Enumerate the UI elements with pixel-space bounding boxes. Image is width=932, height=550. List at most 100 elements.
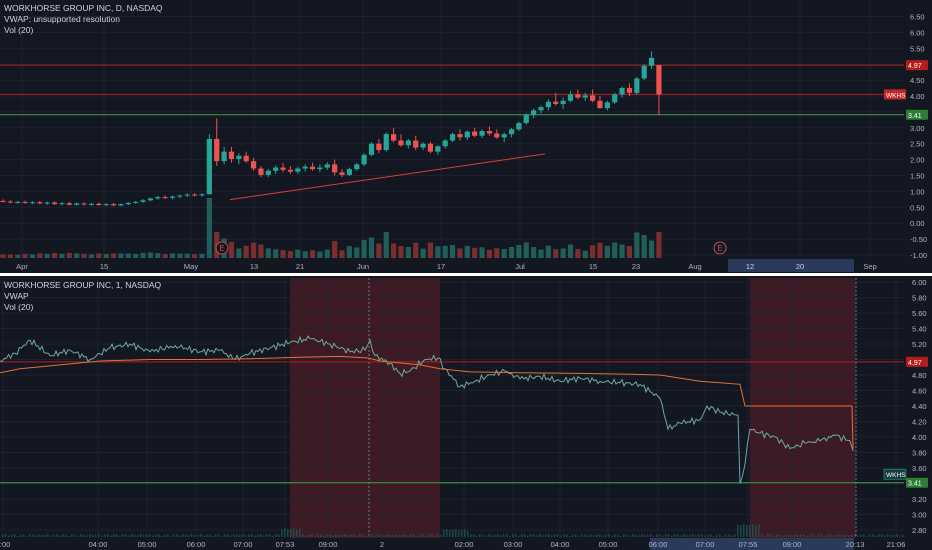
- intraday-volume-bar: [470, 534, 472, 537]
- intraday-volume-bar: [203, 535, 205, 537]
- daily-candle-body: [641, 65, 647, 79]
- intraday-volume-bar: [293, 528, 295, 537]
- intraday-volume-bar: [137, 535, 139, 537]
- daily-y-tick: 5.50: [910, 44, 925, 53]
- daily-candle-body: [648, 57, 655, 66]
- daily-volume-bar: [125, 253, 131, 258]
- daily-volume-bar: [413, 242, 419, 258]
- daily-volume-bar: [199, 253, 205, 258]
- intraday-volume-bar: [857, 535, 859, 537]
- daily-candle-body: [22, 201, 28, 203]
- intraday-volume-bar: [272, 535, 274, 537]
- intraday-volume-bar: [524, 534, 526, 537]
- intraday-volume-bar: [371, 534, 373, 537]
- intraday-volume-bar: [560, 535, 562, 537]
- intraday-volume-bar: [245, 535, 247, 537]
- intraday-volume-bar: [281, 529, 283, 537]
- daily-volume-bar: [66, 252, 72, 258]
- intraday-volume-bar: [224, 534, 226, 537]
- daily-tag-symbol-bg: [884, 89, 906, 100]
- daily-time-axis[interactable]: Apr 15 May 13 21 Jun 17 Jul 15 23 Aug 12 20 Sep: [16, 259, 877, 272]
- intraday-volume-bar: [770, 534, 772, 537]
- intraday-volume-bar: [638, 535, 640, 537]
- daily-candle-body: [553, 101, 559, 104]
- daily-candle-body: [192, 194, 198, 196]
- intraday-volume-bar: [260, 534, 262, 537]
- intraday-chart-pane[interactable]: 6.005.805.605.405.205.004.804.604.404.20…: [0, 278, 928, 550]
- intraday-price-series: [0, 335, 854, 484]
- intraday-volume-bar: [407, 535, 409, 537]
- intraday-volume-bar: [665, 534, 667, 537]
- intraday-volume-bar: [131, 534, 133, 537]
- intraday-volume-bar: [602, 535, 604, 537]
- daily-candle-body: [413, 140, 419, 148]
- intraday-volume-bar: [692, 534, 694, 537]
- daily-horizontal-lines[interactable]: [0, 64, 904, 116]
- intraday-volume-bar: [461, 529, 463, 537]
- intraday-volume-bar: [401, 534, 403, 537]
- daily-x-tick: Apr: [16, 262, 28, 271]
- intraday-volume-bar: [755, 525, 757, 537]
- daily-candle-body: [626, 88, 633, 93]
- intraday-volume-bar: [356, 535, 358, 537]
- daily-volume-bar: [29, 254, 36, 258]
- intraday-volume-bar: [185, 534, 187, 537]
- daily-candle-body: [634, 78, 640, 93]
- daily-volume-bar: [619, 244, 625, 258]
- intraday-horizontal-lines[interactable]: [0, 361, 904, 484]
- intraday-x-tick: 06:00: [649, 540, 668, 549]
- daily-chart-pane[interactable]: E E 6.506.005.505.004.504.003.503.002.50…: [0, 0, 928, 272]
- earnings-marker-2[interactable]: E: [713, 241, 727, 255]
- intraday-volume-bar: [251, 534, 253, 537]
- daily-y-tick: 4.50: [910, 76, 925, 85]
- intraday-price-axis[interactable]: 6.005.805.605.405.205.004.804.604.404.20…: [912, 278, 927, 535]
- intraday-volume-bar: [230, 535, 232, 537]
- intraday-volume-bar: [374, 535, 376, 537]
- intraday-volume-bar: [254, 535, 256, 537]
- intraday-volume-bar: [53, 534, 55, 537]
- intraday-volume-bar: [431, 534, 433, 537]
- intraday-volume-bar: [47, 534, 49, 537]
- intraday-volume-bar: [776, 534, 778, 537]
- daily-volume-bar: [155, 253, 161, 258]
- intraday-volume-bar: [779, 534, 781, 537]
- intraday-volume-bar: [389, 534, 391, 537]
- intraday-volume-bar: [320, 534, 322, 537]
- intraday-volume-bar: [359, 534, 361, 537]
- pane-divider[interactable]: [0, 273, 932, 276]
- intraday-volume-bar: [500, 535, 502, 537]
- intraday-time-axis[interactable]: 3:00 04:00 05:00 06:00 07:00 07:53 09:00 2 02:00…: [0, 538, 905, 550]
- intraday-volume-bar: [674, 534, 676, 537]
- intraday-volume-bar: [455, 529, 457, 537]
- daily-volume-bar: [457, 248, 463, 258]
- intraday-y-tick: 5.60: [912, 309, 927, 318]
- daily-trendline[interactable]: [229, 153, 546, 201]
- time-range-highlight-bottom: [650, 538, 854, 550]
- daily-candle-body: [51, 202, 58, 205]
- intraday-volume-bar: [893, 534, 895, 537]
- daily-vwap-legend: VWAP: unsupported resolution: [4, 14, 120, 24]
- intraday-volume-bar: [815, 535, 817, 537]
- daily-volume-bar: [309, 250, 316, 258]
- intraday-x-tick: 09:00: [319, 540, 338, 549]
- intraday-volume-bar: [800, 534, 802, 537]
- daily-candle-body: [391, 134, 397, 141]
- intraday-volume-bar: [32, 534, 34, 537]
- daily-x-tick: Sep: [863, 262, 876, 271]
- intraday-volume-bar: [128, 535, 130, 537]
- daily-volume-bar: [368, 237, 375, 258]
- intraday-volume-bar: [902, 534, 904, 537]
- daily-y-tick: 6.50: [910, 13, 925, 22]
- daily-volume-bar: [302, 251, 308, 258]
- intraday-volume-bar: [122, 534, 124, 537]
- daily-x-tick: 15: [100, 262, 108, 271]
- intraday-x-tick: 04:00: [89, 540, 108, 549]
- earnings-marker-1[interactable]: E: [215, 241, 229, 255]
- earnings-marker-2-label: E: [717, 244, 722, 253]
- daily-volume-bar: [22, 253, 28, 258]
- daily-tag-resistance-text: 4.97: [908, 63, 922, 70]
- daily-candle-body: [597, 100, 603, 109]
- intraday-volume-bar: [545, 534, 547, 537]
- daily-candle-body: [221, 151, 227, 162]
- intraday-volume-bar: [890, 534, 892, 537]
